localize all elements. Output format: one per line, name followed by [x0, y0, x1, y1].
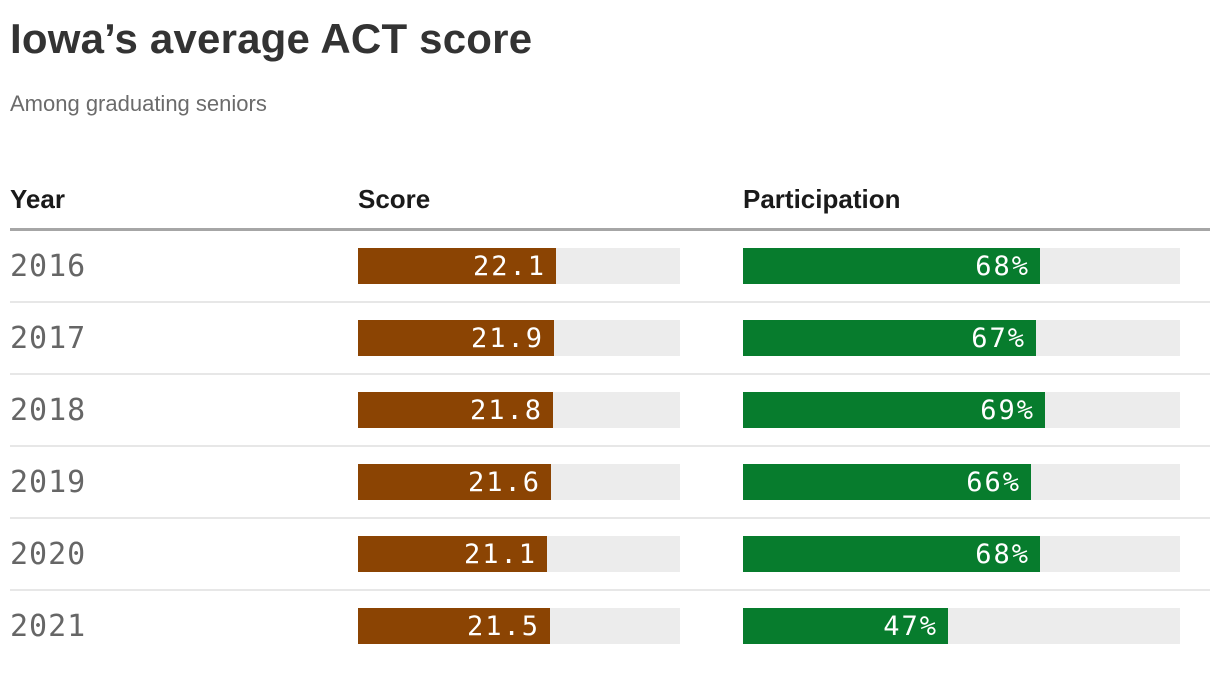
participation-bar-fill: 66%: [743, 464, 1031, 500]
header-rule: [10, 228, 1210, 231]
score-bar-track: 21.5: [358, 608, 680, 644]
score-bar-track: 21.9: [358, 320, 680, 356]
participation-value-label: 68%: [975, 538, 1030, 570]
participation-bar-fill: 67%: [743, 320, 1036, 356]
year-cell: 2021: [10, 609, 358, 644]
participation-bar-track: 47%: [743, 608, 1180, 644]
score-cell: 21.6: [358, 464, 743, 500]
score-value-label: 21.8: [469, 394, 543, 426]
table-header: Year Score Participation: [10, 186, 1210, 212]
score-bar-fill: 21.8: [358, 392, 553, 428]
participation-bar-fill: 69%: [743, 392, 1045, 428]
participation-value-label: 68%: [975, 250, 1030, 282]
participation-bar-track: 67%: [743, 320, 1180, 356]
column-header-participation: Participation: [743, 184, 901, 214]
score-bar-track: 21.1: [358, 536, 680, 572]
participation-bar-track: 69%: [743, 392, 1180, 428]
participation-bar-track: 68%: [743, 248, 1180, 284]
score-bar-fill: 21.1: [358, 536, 547, 572]
score-bar-fill: 22.1: [358, 248, 556, 284]
score-bar-fill: 21.6: [358, 464, 551, 500]
participation-value-label: 67%: [971, 322, 1026, 354]
table-row: 2017 21.9 67%: [10, 303, 1210, 375]
score-value-label: 21.9: [470, 322, 544, 354]
year-label: 2019: [10, 464, 87, 500]
year-cell: 2020: [10, 537, 358, 572]
participation-cell: 68%: [743, 536, 1180, 572]
score-value-label: 22.1: [472, 250, 546, 282]
participation-bar-track: 66%: [743, 464, 1180, 500]
page-title: Iowa’s average ACT score: [10, 15, 533, 62]
participation-cell: 68%: [743, 248, 1180, 284]
score-value-label: 21.6: [467, 466, 541, 498]
score-cell: 21.9: [358, 320, 743, 356]
participation-value-label: 66%: [966, 466, 1021, 498]
score-cell: 21.5: [358, 608, 743, 644]
participation-bar-fill: 68%: [743, 536, 1040, 572]
score-value-label: 21.5: [466, 610, 540, 642]
participation-cell: 69%: [743, 392, 1180, 428]
table-row: 2016 22.1 68%: [10, 231, 1210, 303]
participation-bar-fill: 68%: [743, 248, 1040, 284]
year-cell: 2019: [10, 465, 358, 500]
page-subtitle: Among graduating seniors: [10, 91, 267, 116]
table-row: 2021 21.5 47%: [10, 591, 1210, 661]
participation-cell: 47%: [743, 608, 1180, 644]
score-bar-track: 22.1: [358, 248, 680, 284]
score-bar-track: 21.6: [358, 464, 680, 500]
year-label: 2017: [10, 320, 87, 356]
year-label: 2018: [10, 392, 87, 428]
year-label: 2020: [10, 536, 87, 572]
table-row: 2018 21.8 69%: [10, 375, 1210, 447]
year-label: 2016: [10, 248, 87, 284]
score-cell: 21.1: [358, 536, 743, 572]
participation-value-label: 69%: [980, 394, 1035, 426]
year-cell: 2018: [10, 393, 358, 428]
table-body: 2016 22.1 68% 2017 21.9 67% 2018 21.8 69% 2019 21.…: [10, 231, 1210, 661]
table-row: 2020 21.1 68%: [10, 519, 1210, 591]
score-cell: 22.1: [358, 248, 743, 284]
participation-value-label: 47%: [883, 610, 938, 642]
year-cell: 2017: [10, 321, 358, 356]
table-row: 2019 21.6 66%: [10, 447, 1210, 519]
score-bar-fill: 21.9: [358, 320, 554, 356]
participation-bar-track: 68%: [743, 536, 1180, 572]
year-label: 2021: [10, 608, 87, 644]
score-bar-track: 21.8: [358, 392, 680, 428]
participation-cell: 67%: [743, 320, 1180, 356]
score-cell: 21.8: [358, 392, 743, 428]
participation-cell: 66%: [743, 464, 1180, 500]
year-cell: 2016: [10, 249, 358, 284]
participation-bar-fill: 47%: [743, 608, 948, 644]
score-value-label: 21.1: [463, 538, 537, 570]
score-bar-fill: 21.5: [358, 608, 550, 644]
column-header-score: Score: [358, 184, 431, 214]
column-header-year: Year: [10, 184, 65, 214]
